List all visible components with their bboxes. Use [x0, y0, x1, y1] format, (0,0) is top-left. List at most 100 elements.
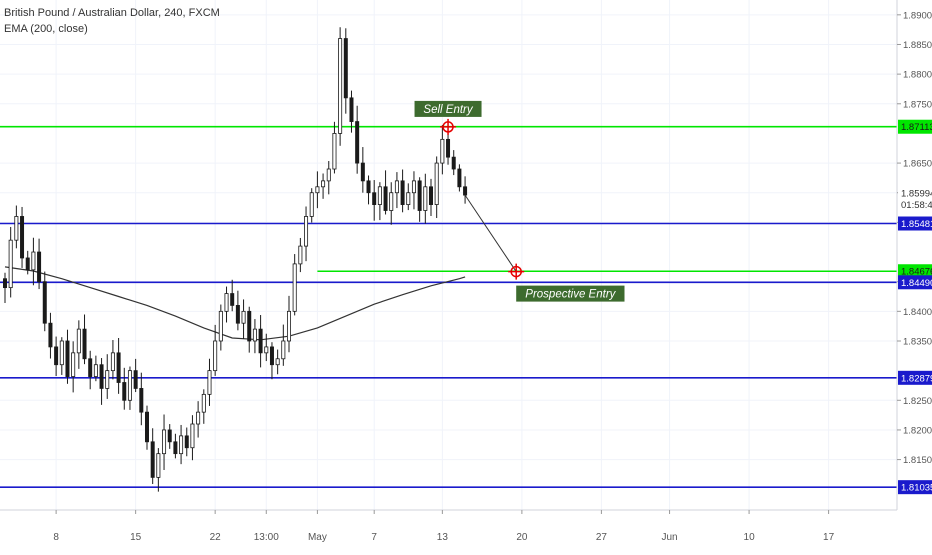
- candle: [360, 147, 365, 193]
- indicator-label: EMA (200, close): [4, 23, 88, 35]
- candle-body: [451, 156, 456, 170]
- candle: [428, 178, 433, 217]
- candle: [31, 237, 36, 286]
- candle-body: [144, 411, 149, 443]
- candle-body: [14, 216, 19, 241]
- candle-body: [122, 382, 127, 401]
- candle-body: [315, 186, 320, 194]
- candle: [42, 271, 47, 332]
- candle-body: [207, 370, 212, 395]
- candle-body: [156, 453, 161, 478]
- x-tick-label: May: [308, 532, 327, 543]
- candle: [48, 312, 53, 359]
- candle-body: [20, 216, 25, 259]
- candle: [218, 304, 223, 351]
- sell-entry-target-icon[interactable]: [440, 118, 457, 135]
- projection-line: [464, 194, 517, 272]
- candle-body: [201, 393, 206, 413]
- price-tag-blue: 1.84490: [898, 275, 932, 290]
- candle-body: [281, 340, 286, 360]
- candle: [133, 358, 138, 393]
- candle: [349, 90, 354, 133]
- candle-body: [355, 121, 360, 164]
- price-tag-label: 1.81035: [901, 483, 932, 494]
- candle: [304, 206, 309, 262]
- candle: [20, 206, 25, 268]
- candle-body: [338, 38, 343, 134]
- candle-body: [37, 251, 42, 283]
- candle: [99, 358, 104, 405]
- candle: [110, 340, 115, 380]
- y-tick-label: 1.83500: [903, 336, 932, 347]
- candle: [423, 173, 428, 224]
- candle: [298, 237, 303, 273]
- candle-body: [440, 138, 445, 164]
- candle-body: [173, 441, 178, 455]
- bar-countdown: 01:58:42: [901, 200, 932, 211]
- y-tick-label: 1.82500: [903, 396, 932, 407]
- candle-body: [343, 38, 348, 99]
- candle: [241, 299, 246, 339]
- price-tag-blue: 1.85481: [898, 216, 932, 231]
- candle: [258, 315, 263, 368]
- candle: [122, 367, 127, 410]
- candle: [264, 333, 269, 362]
- candle-body: [377, 186, 382, 205]
- x-tick-label: 17: [823, 532, 835, 543]
- candle-body: [235, 305, 240, 324]
- y-tick-label: 1.88500: [903, 40, 932, 51]
- candle-body: [8, 239, 13, 289]
- candle: [434, 156, 439, 219]
- prospective-entry-target-icon[interactable]: [508, 263, 525, 280]
- candle-body: [48, 322, 53, 348]
- x-tick-label: 13: [437, 532, 449, 543]
- candle-body: [349, 97, 354, 122]
- candle: [184, 427, 189, 457]
- candle: [196, 401, 201, 438]
- candle: [377, 182, 382, 221]
- candle-body: [116, 352, 121, 383]
- candle: [406, 183, 411, 211]
- candle-body: [59, 340, 64, 366]
- x-tick-label: 13:00: [254, 532, 279, 543]
- candle: [281, 324, 286, 366]
- candle-body: [292, 263, 297, 312]
- candle: [269, 342, 274, 380]
- candle-body: [105, 370, 110, 389]
- candle-body: [463, 186, 468, 196]
- candle-body: [383, 186, 388, 211]
- candle-body: [400, 180, 405, 205]
- candle-body: [184, 435, 189, 449]
- candle-body: [406, 192, 411, 205]
- candle: [451, 150, 456, 176]
- candle-body: [82, 328, 87, 360]
- candle-body: [196, 411, 201, 425]
- candle: [315, 171, 320, 209]
- candle: [247, 306, 252, 353]
- candle-body: [88, 358, 93, 377]
- candle: [224, 286, 229, 323]
- candle-body: [167, 429, 172, 443]
- candle: [343, 28, 348, 114]
- candle: [93, 355, 98, 382]
- candle-body: [133, 370, 138, 389]
- candle-body: [3, 278, 8, 289]
- candle: [394, 172, 399, 209]
- price-tag-blue: 1.82879: [898, 370, 932, 385]
- price-tag-green: 1.84676: [898, 264, 932, 279]
- candle-body: [446, 138, 451, 158]
- candle-body: [93, 364, 98, 377]
- candle-body: [411, 180, 416, 194]
- candle-body: [428, 186, 433, 205]
- candle: [440, 125, 445, 175]
- price-tag-bg: [898, 275, 932, 290]
- price-tag-label: 1.85481: [901, 219, 932, 230]
- candle: [383, 170, 388, 215]
- candle: [88, 350, 93, 390]
- candle-body: [127, 370, 132, 401]
- y-tick-label: 1.88000: [903, 70, 932, 81]
- candle-body: [309, 192, 314, 217]
- candle: [201, 389, 206, 424]
